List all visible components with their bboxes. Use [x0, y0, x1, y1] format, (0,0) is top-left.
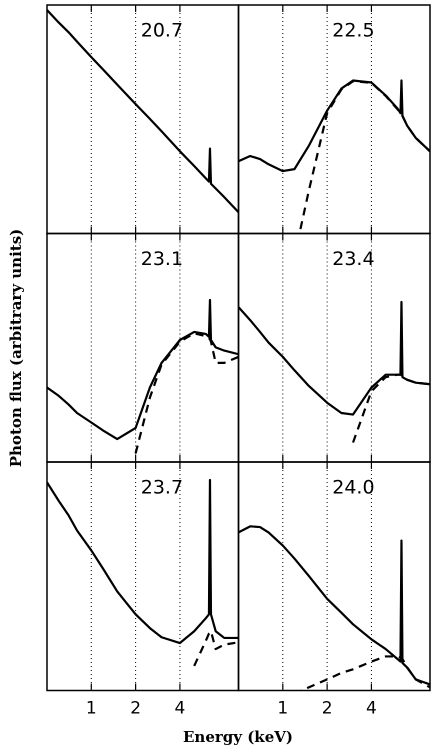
x-tick-label: 1	[277, 699, 288, 719]
panel-label: 20.7	[141, 20, 183, 42]
plot-area	[47, 298, 239, 454]
line	[47, 478, 239, 645]
line	[47, 298, 239, 441]
panel-label: 23.4	[332, 248, 374, 270]
plot-area	[47, 9, 239, 214]
y-axis-label: Photon flux (arbitrary units)	[7, 229, 25, 468]
plot-area	[47, 478, 239, 667]
panel-label: 24.0	[332, 477, 374, 499]
dashed-line	[193, 630, 239, 667]
dashed-line	[298, 80, 430, 234]
panel-label: 23.1	[141, 248, 183, 270]
x-tick-label: 2	[130, 699, 141, 719]
x-axis-label: Energy (keV)	[183, 728, 293, 746]
x-tick-label: 4	[175, 699, 186, 719]
dashed-line	[134, 332, 239, 454]
plot-area	[238, 300, 430, 443]
panel-label: 22.5	[332, 20, 374, 42]
x-tick-label: 2	[322, 699, 333, 719]
x-tick-label: 4	[366, 699, 377, 719]
dashed-line	[352, 373, 430, 443]
line	[47, 9, 239, 214]
line	[238, 300, 430, 416]
line	[238, 79, 430, 173]
plot-area	[238, 525, 430, 691]
x-tick-label: 1	[86, 699, 97, 719]
dashed-line	[299, 655, 430, 691]
panel-label: 23.7	[141, 477, 183, 499]
plot-area	[238, 79, 430, 234]
line	[238, 525, 430, 686]
panel-frame	[237, 461, 431, 692]
